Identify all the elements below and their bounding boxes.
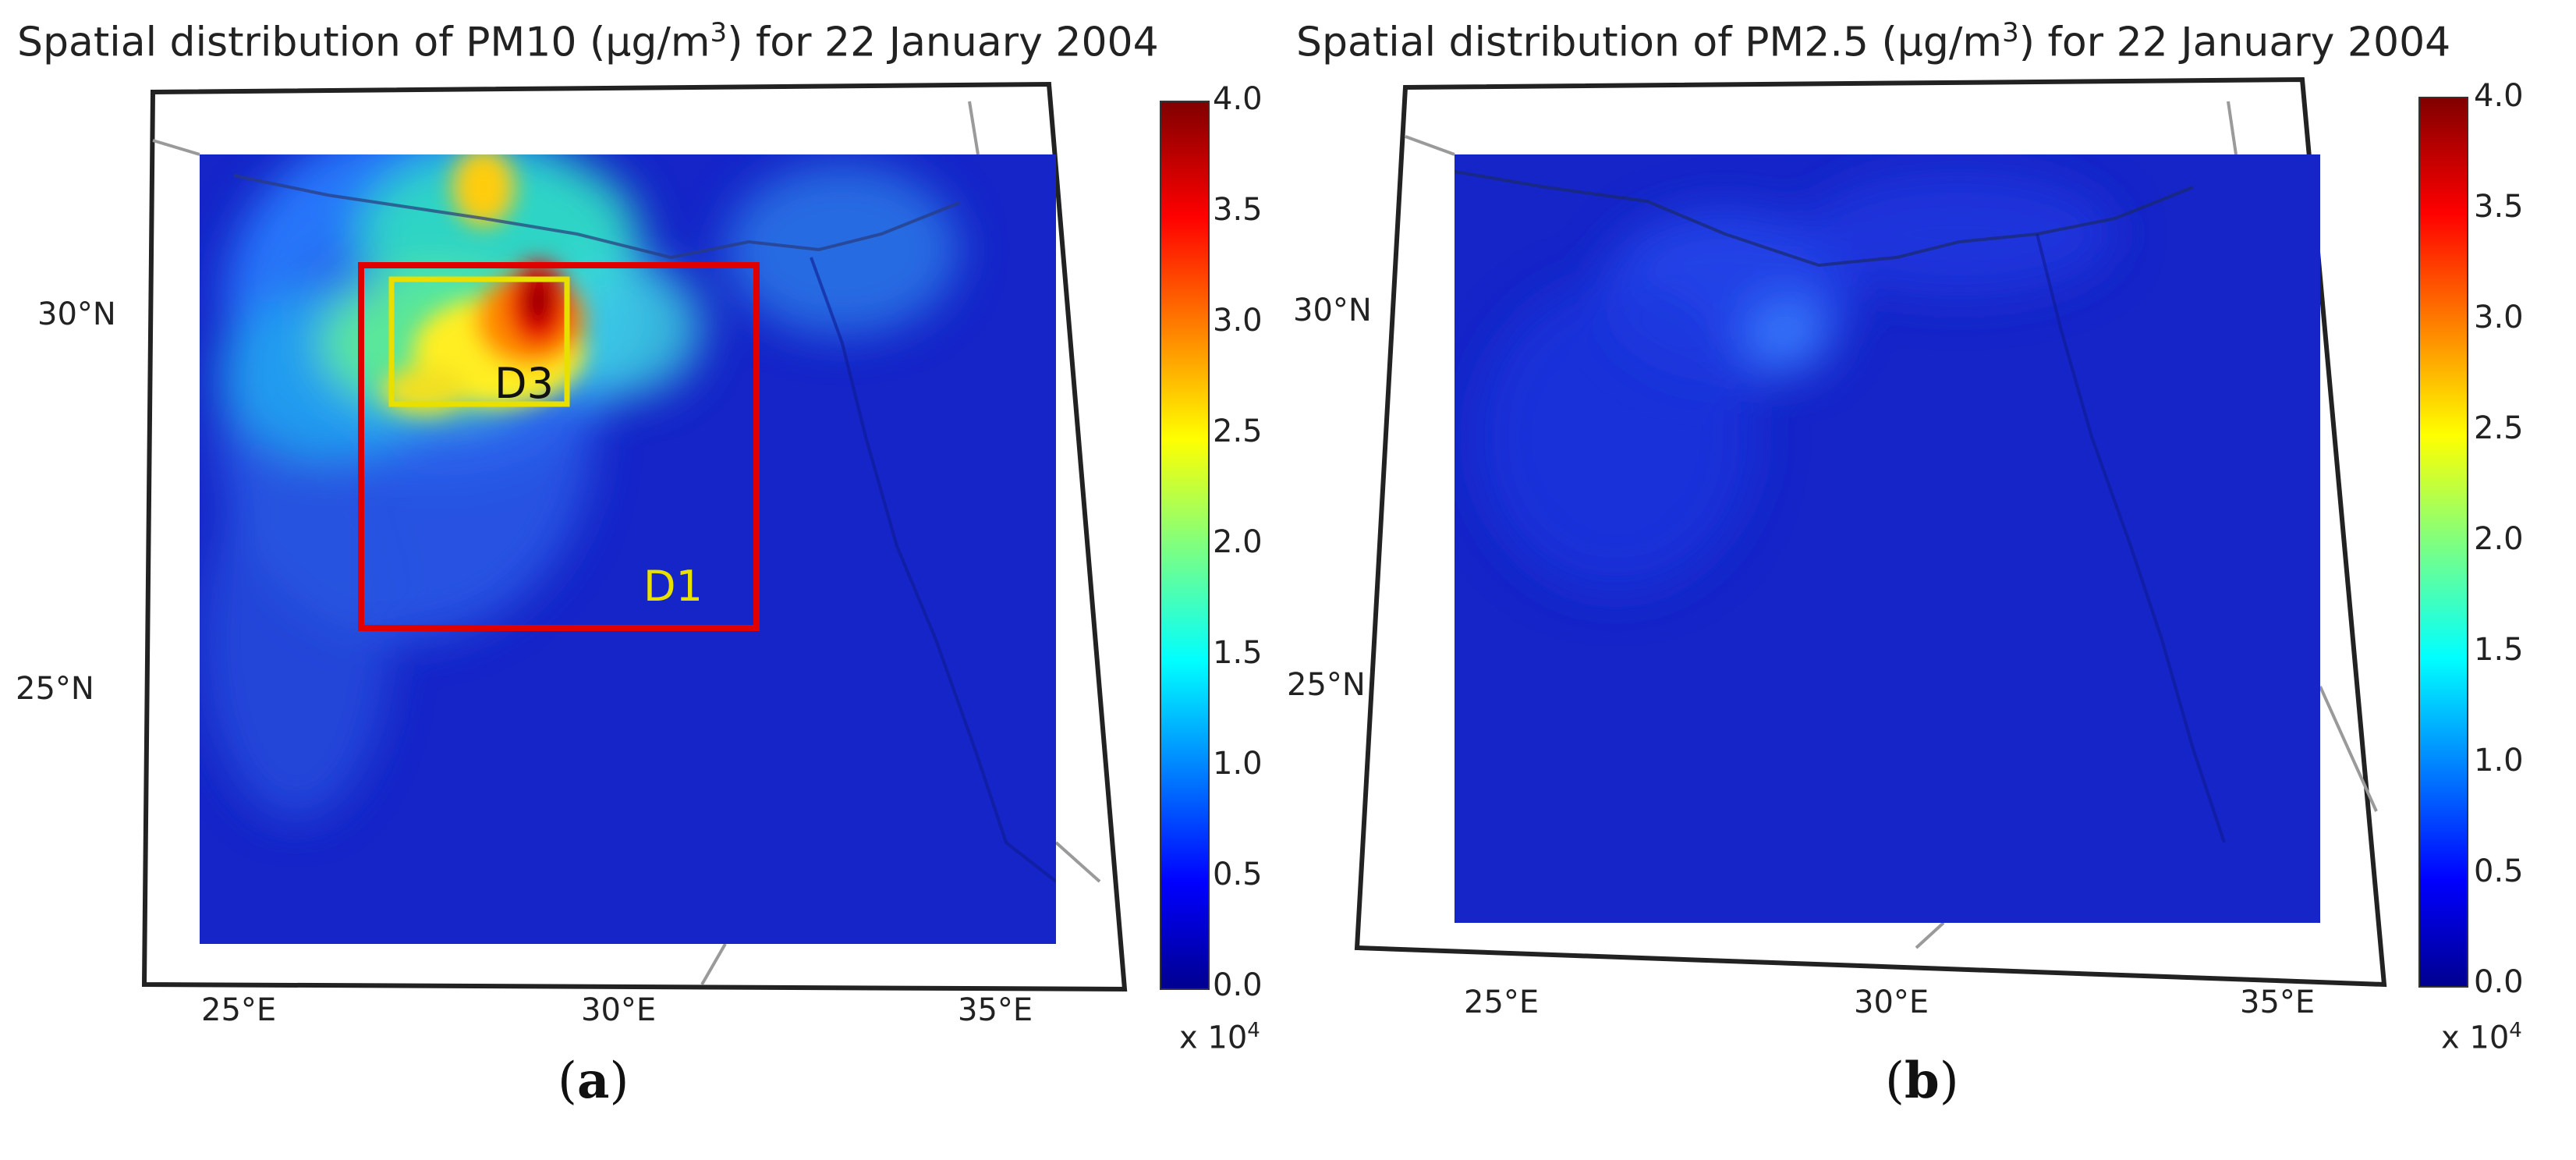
colorbar-tick: 0.5 [1213, 857, 1263, 892]
latitude-label-25n: 25°N [1287, 667, 1366, 703]
colorbar-tick: 3.0 [1213, 303, 1263, 339]
nile-river-line [810, 257, 1056, 883]
colorbar-b [2418, 97, 2468, 988]
colorbar-multiplier: x 104 [2441, 1019, 2522, 1056]
pm10-concentration-field [200, 154, 1056, 944]
domain-d3-label: D3 [494, 359, 554, 408]
colorbar-tick: 0.5 [2474, 853, 2524, 889]
longitude-label-35e: 35°E [2240, 984, 2316, 1020]
colorbar-tick: 3.0 [2474, 300, 2524, 335]
colorbar-tick: 2.0 [1213, 524, 1263, 560]
coastline [233, 174, 960, 260]
colorbar-tick: 3.5 [2474, 189, 2524, 225]
longitude-label-30e: 30°E [1854, 984, 1929, 1020]
latitude-label-25n: 25°N [16, 671, 94, 707]
colorbar-tick: 4.0 [1213, 81, 1263, 117]
longitude-label-25e: 25°E [201, 992, 277, 1028]
colorbar-tick: 3.5 [1213, 192, 1263, 228]
panel-b-title: Spatial distribution of PM2.5 (μg/m3) fo… [1296, 17, 2451, 66]
colorbar-a [1160, 101, 1210, 990]
latitude-label-30n: 30°N [1293, 293, 1372, 328]
colorbar-tick: 1.0 [2474, 743, 2524, 779]
panel-b-pm25-map: Spatial distribution of PM2.5 (μg/m3) fo… [1287, 0, 2576, 1160]
domain-d1-label: D1 [643, 562, 703, 611]
colorbar-tick: 1.0 [1213, 746, 1263, 782]
caption-b: (b) [1885, 1052, 1959, 1110]
latitude-label-30n: 30°N [37, 296, 116, 332]
country-border-line [1405, 101, 2378, 949]
colorbar-multiplier: x 104 [1179, 1019, 1260, 1056]
coastline [1455, 170, 2194, 268]
panel-a-title: Spatial distribution of PM10 (μg/m3) for… [17, 17, 1159, 66]
longitude-label-25e: 25°E [1464, 984, 1540, 1020]
colorbar-tick: 2.5 [2474, 410, 2524, 446]
country-border-line [152, 101, 1101, 985]
colorbar-tick: 0.0 [2474, 964, 2524, 1000]
colorbar-tick: 0.0 [1213, 967, 1263, 1003]
panel-a-pm10-map: Spatial distribution of PM10 (μg/m3) for… [16, 17, 1263, 1110]
longitude-label-35e: 35°E [958, 992, 1033, 1028]
caption-a: (a) [558, 1052, 629, 1110]
panel-b-map-svg [1354, 76, 2468, 988]
colorbar-tick: 2.5 [1213, 413, 1263, 449]
colorbar-tick: 1.5 [1213, 635, 1263, 671]
colorbar-tick: 2.0 [2474, 521, 2524, 557]
domain-d1-box [358, 262, 760, 631]
pm25-concentration-field [1455, 154, 2320, 923]
colorbar-tick: 1.5 [2474, 632, 2524, 668]
domain-d3-box [388, 276, 570, 407]
colorbar-tick: 4.0 [2474, 78, 2524, 114]
nile-river-line [2036, 233, 2226, 843]
panel-a-map-svg [141, 81, 1210, 992]
longitude-label-30e: 30°E [581, 992, 657, 1028]
